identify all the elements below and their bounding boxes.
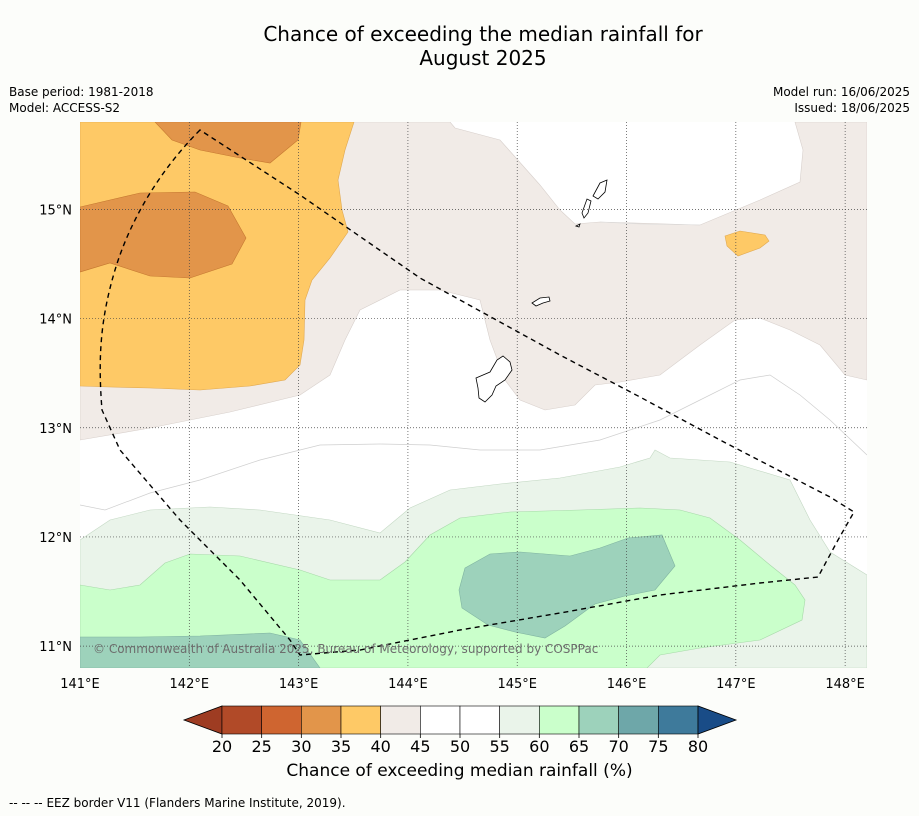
meta-left: Base period: 1981-2018 Model: ACCESS-S2 [9,84,154,116]
island-rota [531,296,551,307]
colorbar-tick-label: 30 [291,737,311,756]
colorbar-segment [420,705,461,735]
colorbar-segment [539,705,580,735]
lat-tick-label: 14°N [39,313,72,328]
colorbar: 20 25 30 35 40 45 50 55 60 65 70 75 80 [182,705,738,756]
lat-tick-label: 13°N [39,422,72,437]
lon-tick-label: 145°E [497,677,537,692]
contour-line-50 [80,374,867,511]
colorbar-tick-label: 75 [648,737,668,756]
contour-30-35-north [154,122,302,164]
model-run-date: Model run: 16/06/2025 [772,85,910,99]
colorbar-title: Chance of exceeding median rainfall (%) [286,761,633,781]
island-saipan [592,179,608,200]
colorbar-segment [380,705,421,735]
island-outlines [475,179,608,403]
latitude-labels: 15°N 14°N 13°N 12°N 11°N [39,203,72,655]
colorbar-tick-label: 25 [251,737,271,756]
island-tinian [581,198,592,219]
title-line-2: August 2025 [419,46,547,70]
colorbar-tick-label: 50 [450,737,470,756]
colorbar-segment [261,705,302,735]
lon-tick-label: 142°E [170,677,210,692]
colorbar-segment [340,705,381,735]
lon-tick-label: 146°E [607,677,647,692]
lon-tick-label: 147°E [716,677,756,692]
colorbar-segment [578,705,619,735]
title-line-1: Chance of exceeding the median rainfall … [263,22,703,46]
copyright-text: © Commonwealth of Australia 2025, Bureau… [93,642,598,656]
model-name: Model: ACCESS-S2 [9,101,121,115]
map-title: Chance of exceeding the median rainfall … [0,22,919,70]
contour-line-50-north [599,221,701,226]
eez-legend-text: EEZ border V11 (Flanders Marine Institut… [46,796,346,810]
contour-30-35-west [80,191,247,279]
lat-tick-label: 15°N [39,203,72,218]
lon-tick-label: 143°E [279,677,319,692]
colorbar-segment [221,705,262,735]
lon-tick-label: 148°E [825,677,865,692]
colorbar-tick-label: 45 [410,737,430,756]
eez-border [99,129,855,656]
colorbar-tick-label: 40 [370,737,390,756]
colorbar-tick-label: 70 [608,737,628,756]
island-guam [475,355,513,403]
island-aguijan [574,223,581,228]
colorbar-segment [658,705,699,735]
contour-40-45-east [724,230,770,257]
lat-tick-label: 12°N [39,531,72,546]
colorbar-tick-label: 20 [212,737,232,756]
longitude-labels: 141°E 142°E 143°E 144°E 145°E 146°E 147°E 148°E [60,677,865,692]
colorbar-segment [618,705,659,735]
colorbar-segment [499,705,540,735]
lat-tick-label: 11°N [39,640,72,655]
colorbar-tick-label: 60 [529,737,549,756]
meta-right: Model run: 16/06/2025 Issued: 18/06/2025 [773,84,910,116]
lon-tick-label: 144°E [388,677,428,692]
lon-tick-label: 141°E [60,677,100,692]
contour-65-70-southwest [80,632,321,668]
colorbar-tick-label: 55 [489,737,509,756]
colorbar-tick-label: 80 [688,737,708,756]
colorbar-tick-label: 65 [569,737,589,756]
colorbar-segment [459,705,500,735]
contour-65-70 [458,534,676,639]
colorbar-tick-label: 35 [331,737,351,756]
eez-legend-symbol: -- -- -- [9,796,43,810]
rainfall-probability-field: © Commonwealth of Australia 2025, Bureau… [80,122,867,668]
colorbar-segment [301,705,342,735]
gridlines [80,122,867,668]
legend-footer: -- -- -- EEZ border V11 (Flanders Marine… [9,796,346,810]
base-period: Base period: 1981-2018 [9,85,154,99]
colorbar-over-arrow [697,705,738,735]
colorbar-under-arrow [182,705,223,735]
issued-date: Issued: 18/06/2025 [794,101,910,115]
